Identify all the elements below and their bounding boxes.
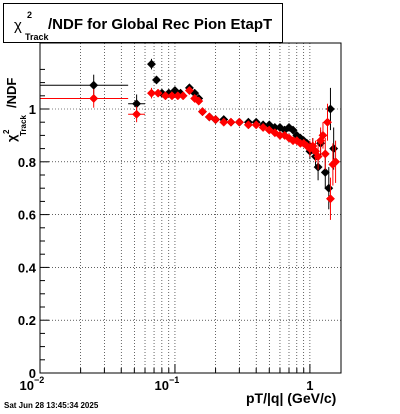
data-point: [243, 120, 253, 130]
data-point: [197, 107, 208, 117]
data-point: [318, 130, 328, 140]
data-point: [184, 85, 194, 96]
data-point: [234, 117, 244, 127]
x-tick-exponent: −1: [169, 375, 179, 385]
title-chi: χ: [14, 17, 22, 34]
plot-frame: [39, 42, 342, 374]
y-tick-label: 0.8: [18, 155, 36, 170]
data-point: [211, 115, 221, 125]
series-layer: [40, 58, 341, 220]
data-point: [320, 149, 330, 159]
data-point: [258, 122, 268, 133]
title-sub: Track: [25, 32, 49, 42]
y-tick-label: 0.2: [18, 313, 36, 328]
data-point: [146, 59, 157, 69]
data-point: [329, 144, 339, 154]
chart-title: /NDF for Global Rec Pion EtapT: [48, 16, 273, 33]
data-point: [146, 88, 157, 98]
ticks: [39, 68, 311, 374]
x-tick-label: 1: [306, 378, 313, 393]
data-point: [322, 117, 333, 127]
y-axis-label-rest: /NDF: [4, 78, 19, 108]
x-tick-exponent: −2: [34, 375, 44, 385]
data-point: [325, 194, 336, 204]
y-tick-label: 1: [29, 102, 36, 117]
data-point: [313, 151, 323, 162]
data-point: [219, 117, 229, 127]
y-tick-label: 0.6: [18, 208, 36, 223]
x-tick-label: 10: [20, 378, 34, 393]
y-axis-label: χ 2 Track /NDF: [2, 78, 28, 142]
series-red: [40, 85, 341, 220]
data-point: [251, 120, 261, 130]
data-point: [160, 91, 170, 101]
y-tick-label: 0.4: [18, 260, 37, 275]
y-tick-label: 0: [29, 366, 36, 381]
data-point: [153, 88, 163, 98]
data-point: [178, 91, 188, 101]
data-point: [331, 157, 341, 167]
x-tick-label: 10: [154, 378, 168, 393]
x-axis-label: pT/|q| (GeV/c): [246, 390, 337, 406]
series-black: [40, 58, 339, 210]
y-axis-label-sub: Track: [19, 115, 28, 136]
y-axis-label-chi: χ: [4, 134, 19, 142]
data-point: [320, 167, 330, 177]
data-point: [226, 117, 236, 127]
y-axis-label-sup: 2: [2, 129, 11, 134]
timestamp: Sat Jun 28 13:45:34 2025: [4, 401, 99, 410]
data-point: [89, 93, 99, 103]
title-sup: 2: [27, 10, 33, 20]
data-point: [151, 75, 162, 85]
data-point: [204, 112, 214, 122]
data-point: [194, 96, 204, 106]
data-point: [324, 183, 334, 193]
data-point: [89, 80, 99, 90]
data-point: [288, 125, 298, 135]
chart-title-box: χ 2 Track /NDF for Global Rec Pion EtapT: [3, 3, 283, 43]
data-point: [132, 109, 142, 119]
grid: [40, 43, 341, 373]
